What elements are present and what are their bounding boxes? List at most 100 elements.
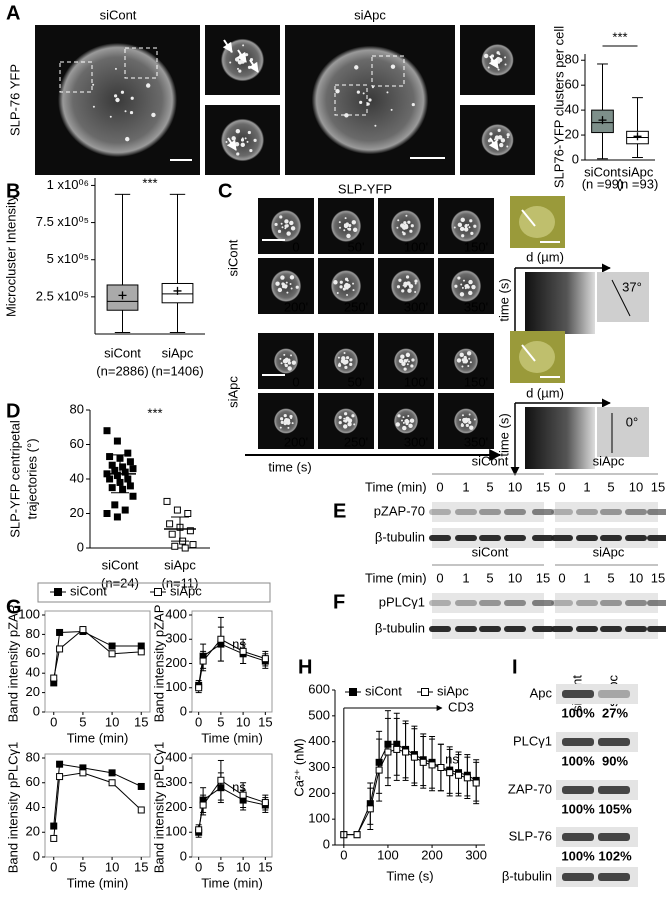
data-point (199, 657, 207, 665)
cluster (336, 292, 339, 295)
significance: *** (142, 175, 157, 190)
y-tick-label: 40 (26, 665, 40, 680)
data-point (455, 771, 463, 779)
x-axis-label: Time (s) (386, 868, 433, 883)
n-label: (n=1406) (151, 363, 203, 378)
data-point (124, 475, 132, 483)
band (551, 535, 573, 541)
y-tick-label: 100 (165, 824, 187, 839)
cluster (371, 86, 374, 89)
cluster (401, 289, 405, 293)
band (479, 535, 501, 541)
cluster (466, 351, 472, 356)
band (479, 600, 501, 606)
cluster (339, 285, 343, 289)
cluster (129, 110, 134, 115)
data-point (261, 799, 269, 807)
cluster (225, 141, 228, 144)
cluster (468, 420, 472, 424)
time-label: 1 (583, 570, 590, 585)
cluster (287, 366, 292, 371)
cluster (465, 423, 469, 427)
time-label: 1 (462, 570, 469, 585)
arrowhead (488, 55, 499, 69)
cluster (342, 287, 346, 291)
cluster (404, 285, 407, 288)
y-tick-label: 0 (323, 836, 330, 851)
condition-label: siApc (225, 376, 240, 408)
y-tick-label: 60 (565, 77, 579, 92)
cluster (496, 51, 500, 55)
x-axis-label: Time (min) (67, 730, 129, 745)
cluster (400, 419, 403, 422)
band (562, 873, 594, 881)
plot-frame (44, 610, 151, 713)
cluster (291, 360, 297, 365)
cluster (338, 415, 342, 419)
x-tick-label: 0 (195, 714, 202, 729)
cluster (279, 357, 282, 360)
y-axis-label: trajectories (°) (24, 438, 39, 519)
significance: *** (147, 405, 162, 420)
condition-label: siCont (225, 239, 240, 276)
cluster (352, 227, 358, 233)
cluster (145, 83, 151, 88)
blot-row-label: PLCγ1 (513, 733, 552, 748)
cluster (374, 124, 377, 127)
cluster (282, 358, 288, 364)
cluster (464, 227, 469, 232)
series-line (53, 763, 142, 827)
cluster (92, 83, 95, 86)
cluster (346, 233, 351, 239)
cluster (237, 67, 240, 70)
cluster (125, 136, 130, 142)
data-point (199, 801, 207, 809)
category-label: siApc (164, 557, 196, 572)
percent-label: 90% (602, 753, 628, 768)
cluster (289, 283, 292, 286)
y-tick-label: 100 (165, 679, 187, 694)
cluster (348, 223, 352, 228)
data-point (126, 482, 134, 490)
cluster (247, 130, 251, 135)
cluster (345, 356, 350, 360)
cluster (459, 352, 464, 358)
band (532, 509, 554, 515)
cluster (470, 231, 474, 235)
cluster (483, 53, 489, 59)
band (429, 600, 451, 606)
category-label: siApc (162, 345, 194, 360)
category-label: siCont (102, 557, 139, 572)
y-tick-label: 1 x10⁰⁶ (47, 177, 89, 192)
time-label: 0 (292, 374, 299, 389)
blot (556, 684, 638, 704)
data-point (349, 688, 357, 696)
x-axis-label: Time (min) (67, 875, 129, 890)
cluster (457, 276, 461, 280)
cluster (115, 97, 120, 103)
cluster (291, 422, 294, 425)
time-label: 10 (629, 479, 643, 494)
band (532, 535, 554, 541)
y-tick-label: 40 (565, 102, 579, 117)
cluster (468, 357, 471, 360)
cluster (409, 229, 413, 233)
time-label: 15 (536, 570, 550, 585)
time-label: 0 (436, 479, 443, 494)
cluster (459, 418, 462, 421)
cluster (397, 219, 400, 222)
n-label: (n =99) (582, 176, 624, 191)
arrowhead (248, 59, 259, 73)
mean-marker (598, 116, 607, 125)
band (504, 600, 526, 606)
cluster (284, 227, 287, 230)
time-label: 300' (404, 299, 428, 314)
cluster (407, 360, 410, 363)
cluster (338, 221, 341, 224)
y-tick-label: 40 (26, 799, 40, 814)
cluster (408, 423, 413, 429)
cluster (411, 358, 415, 362)
cluster (349, 362, 353, 366)
stain-label: SLP-76 YFP (7, 64, 22, 136)
x-tick-label: 15 (258, 714, 272, 729)
